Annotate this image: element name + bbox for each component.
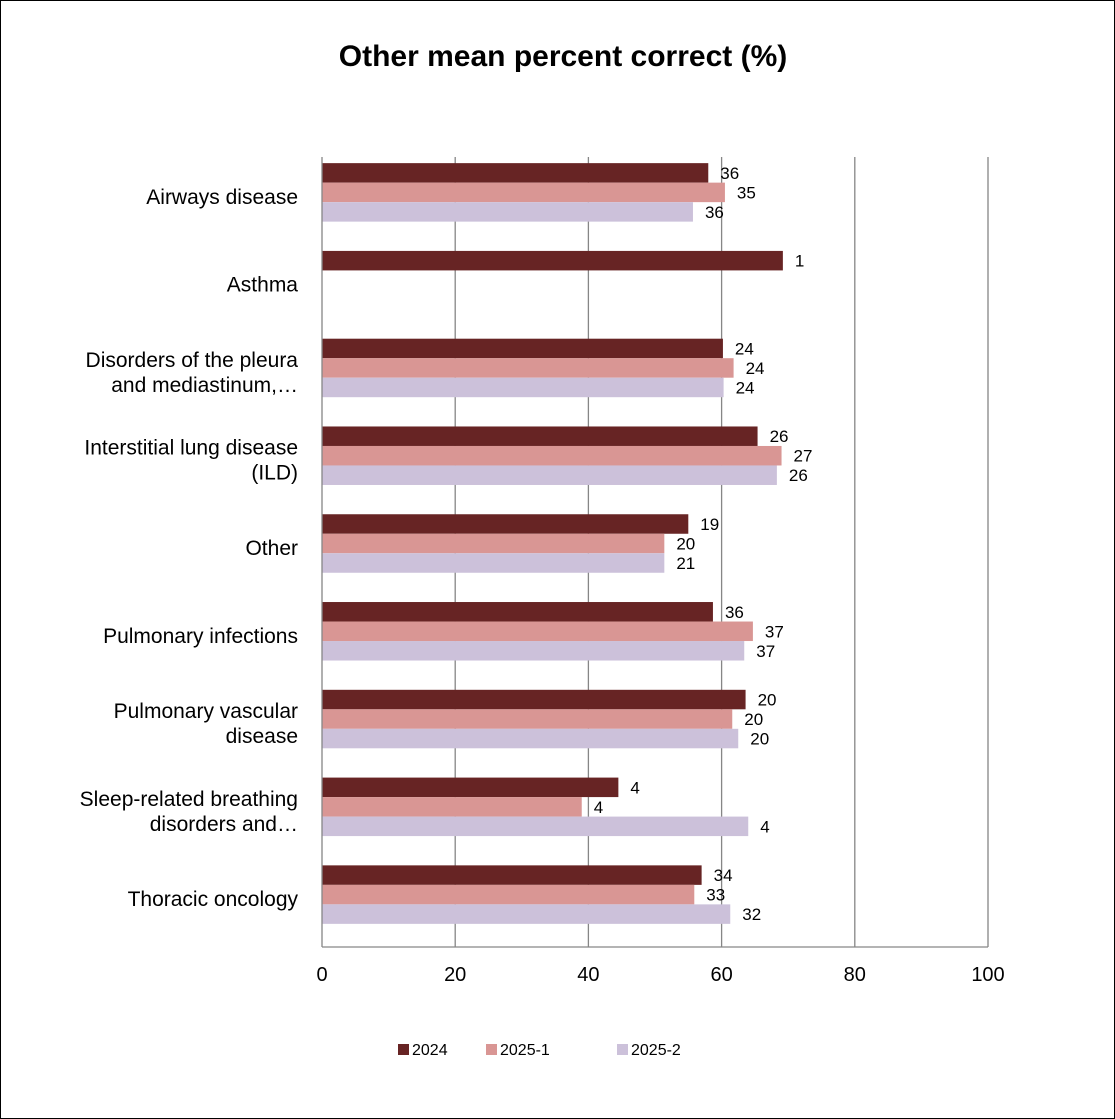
data-label-2025-2-5: 37 — [756, 642, 775, 661]
bar-2025-2-0 — [322, 202, 693, 222]
data-labels: 3635361242424262726192021363737202020444… — [594, 164, 813, 924]
bar-2025-2-2 — [322, 377, 724, 398]
data-label-2024-0: 36 — [720, 164, 739, 183]
data-label-2025-2-0: 36 — [705, 203, 724, 222]
category-label-8-0: Thoracic oncology — [128, 888, 299, 911]
data-label-2024-8: 34 — [714, 866, 733, 885]
data-label-2025-1-2: 24 — [746, 359, 765, 378]
category-label-5-0: Pulmonary infections — [103, 625, 298, 648]
bar-2025-1-3 — [322, 445, 782, 466]
category-label-3-0: Interstitial lung disease — [84, 437, 298, 460]
data-label-2025-2-4: 21 — [676, 554, 695, 573]
category-label-7-1: disorders and… — [150, 813, 298, 836]
data-label-2024-4: 19 — [700, 515, 719, 534]
data-label-2025-2-2: 24 — [736, 378, 755, 397]
bar-2024-1 — [322, 250, 783, 271]
axes — [321, 157, 988, 948]
data-label-2024-1: 1 — [795, 252, 804, 271]
bar-2025-1-0 — [322, 182, 725, 203]
bar-2024-3 — [322, 426, 758, 446]
bar-2025-2-5 — [322, 641, 745, 661]
bar-2025-2-4 — [322, 553, 665, 573]
bar-2025-1-4 — [322, 533, 665, 554]
x-tick-labels: 0 20 40 60 80 100 — [316, 964, 1004, 986]
data-label-2025-1-5: 37 — [765, 622, 784, 641]
legend-swatch-2024 — [398, 1044, 409, 1055]
legend-label-2024: 2024 — [412, 1042, 448, 1059]
x-tick-40: 40 — [577, 964, 599, 986]
bar-2024-5 — [322, 602, 713, 622]
x-tick-100: 100 — [971, 964, 1004, 986]
bar-2025-1-7 — [322, 797, 582, 817]
data-label-2025-2-6: 20 — [750, 730, 769, 749]
bar-2024-7 — [322, 777, 619, 798]
bar-2024-0 — [322, 163, 709, 183]
bar-2025-1-2 — [322, 358, 734, 378]
x-tick-0: 0 — [316, 964, 327, 986]
data-label-2024-5: 36 — [725, 603, 744, 622]
data-label-2024-6: 20 — [758, 691, 777, 710]
bar-2024-6 — [322, 689, 746, 710]
category-label-6-1: disease — [226, 725, 298, 748]
data-label-2024-2: 24 — [735, 339, 754, 358]
data-label-2025-2-7: 4 — [760, 817, 769, 836]
data-label-2025-2-8: 32 — [742, 905, 761, 924]
category-labels: Airways disease Asthma Disorders of the pl… — [80, 186, 299, 911]
legend-label-2025-1: 2025-1 — [500, 1042, 550, 1059]
bar-2024-2 — [322, 338, 723, 359]
data-label-2025-1-6: 20 — [744, 710, 763, 729]
legend-swatch-2025-2 — [617, 1044, 628, 1055]
x-tick-80: 80 — [844, 964, 866, 986]
bars — [322, 163, 783, 924]
category-label-7-0: Sleep-related breathing — [80, 788, 298, 811]
data-label-2025-1-8: 33 — [706, 886, 725, 905]
legend-swatch-2025-1 — [486, 1044, 497, 1055]
data-label-2025-1-4: 20 — [676, 535, 695, 554]
category-label-1-0: Asthma — [227, 274, 299, 297]
data-label-2025-1-3: 27 — [794, 447, 813, 466]
legend-label-2025-2: 2025-2 — [631, 1042, 681, 1059]
category-label-2-1: and mediastinum,… — [111, 374, 298, 397]
data-label-2025-2-3: 26 — [789, 466, 808, 485]
bar-2025-1-6 — [322, 709, 733, 729]
category-label-4-0: Other — [245, 537, 298, 560]
bar-2024-4 — [322, 514, 689, 534]
category-label-6-0: Pulmonary vascular — [114, 700, 298, 723]
category-label-0-0: Airways disease — [146, 186, 298, 209]
bar-2025-2-3 — [322, 465, 777, 485]
bar-2024-8 — [322, 865, 702, 885]
x-tick-60: 60 — [710, 964, 732, 986]
bar-2025-2-8 — [322, 904, 731, 924]
category-label-3-1: (ILD) — [251, 462, 298, 485]
data-label-2024-7: 4 — [630, 778, 639, 797]
bar-2025-2-7 — [322, 816, 749, 837]
chart-title: Other mean percent correct (%) — [339, 40, 787, 73]
x-tick-20: 20 — [444, 964, 466, 986]
category-label-2-0: Disorders of the pleura — [86, 349, 299, 372]
bar-2025-2-6 — [322, 728, 739, 749]
bar-2025-1-8 — [322, 884, 695, 905]
bar-2025-1-5 — [322, 621, 753, 642]
data-label-2025-1-0: 35 — [737, 183, 756, 202]
legend: 2024 2025-1 2025-2 — [398, 1042, 681, 1059]
data-label-2024-3: 26 — [770, 427, 789, 446]
data-label-2025-1-7: 4 — [594, 798, 603, 817]
